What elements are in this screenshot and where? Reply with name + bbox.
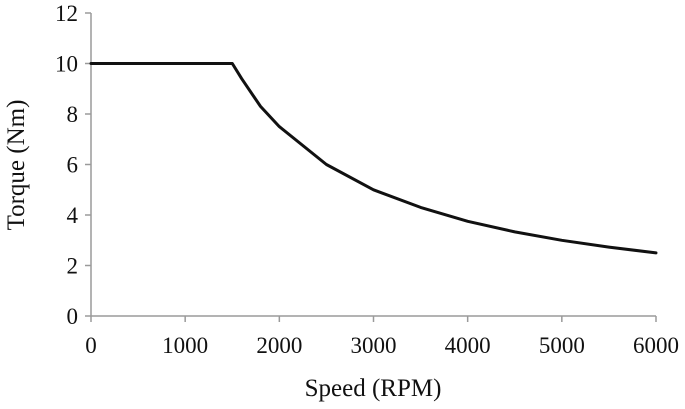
x-tick-label: 0 (85, 333, 97, 358)
y-tick-label: 4 (67, 203, 79, 228)
x-tick-label: 5000 (539, 333, 585, 358)
y-tick-label: 0 (67, 304, 79, 329)
y-tick-label: 8 (67, 102, 79, 127)
x-tick-label: 2000 (256, 333, 302, 358)
y-tick-label: 12 (55, 1, 78, 26)
y-axis-title: Torque (Nm) (3, 100, 30, 231)
x-tick-label: 3000 (351, 333, 397, 358)
x-tick-label: 6000 (633, 333, 679, 358)
x-axis-title: Speed (RPM) (305, 375, 442, 402)
x-tick-label: 4000 (445, 333, 491, 358)
y-tick-label: 10 (55, 52, 78, 77)
x-tick-label: 1000 (162, 333, 208, 358)
torque-curve-line (89, 62, 658, 255)
y-tick-label: 6 (67, 153, 79, 178)
y-tick-label: 2 (67, 254, 79, 279)
